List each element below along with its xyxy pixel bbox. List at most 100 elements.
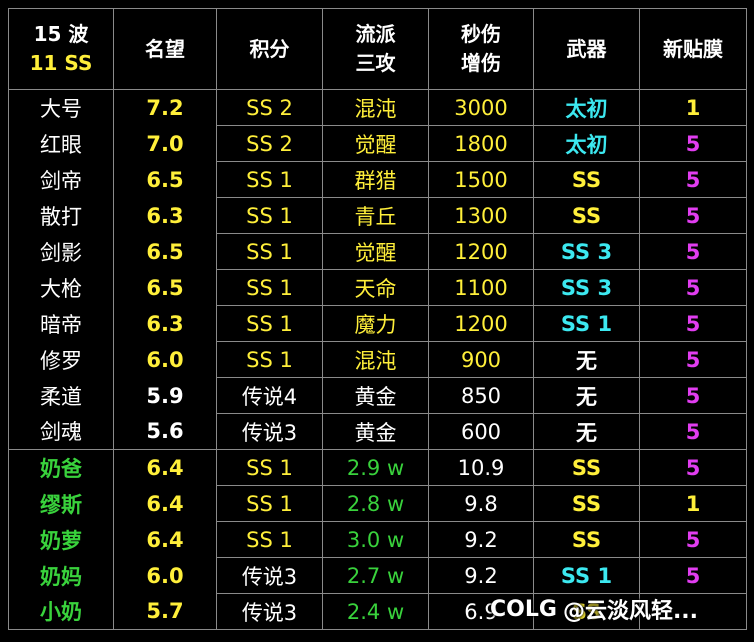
table-row: 柔道 5.9 传说4 黄金 850 无 5 <box>8 377 747 414</box>
ss-count: 11 SS <box>29 51 93 75</box>
score-value: SS 1 <box>216 269 323 306</box>
fame-value: 7.0 <box>113 125 217 162</box>
character-name: 奶爸 <box>8 449 114 486</box>
dps-value: 3000 <box>428 89 534 126</box>
score-value: SS 1 <box>216 449 323 486</box>
dps-value: 850 <box>428 377 534 414</box>
school-value: 2.7 w <box>322 557 429 594</box>
score-value: SS 1 <box>216 233 323 270</box>
character-name: 修罗 <box>8 341 114 378</box>
character-name: 红眼 <box>8 125 114 162</box>
score-value: SS 1 <box>216 521 323 558</box>
fame-value: 6.4 <box>113 485 217 522</box>
school-value: 青丘 <box>322 197 429 234</box>
fame-value: 6.5 <box>113 269 217 306</box>
score-value: 传说4 <box>216 377 323 414</box>
character-name: 剑魂 <box>8 413 114 450</box>
character-name: 柔道 <box>8 377 114 414</box>
school-value: 2.8 w <box>322 485 429 522</box>
film-value: 5 <box>639 197 747 234</box>
ranking-table: 15 波 11 SS 名望 积分 流派 三攻 秒伤 增伤 武器 新贴膜 大号 7.… <box>8 8 747 630</box>
score-value: SS 1 <box>216 197 323 234</box>
weapon-value: 太初 <box>533 125 640 162</box>
table-row: 小奶 5.7 传说3 2.4 w 6.9 SS <box>8 593 747 630</box>
wave-header: 15 波 11 SS <box>8 8 114 90</box>
dps-value: 1500 <box>428 161 534 198</box>
weapon-value: SS <box>533 485 640 522</box>
school-value: 2.9 w <box>322 449 429 486</box>
weapon-value: SS 3 <box>533 233 640 270</box>
film-value: 5 <box>639 341 747 378</box>
film-value: 5 <box>639 269 747 306</box>
school-value: 3.0 w <box>322 521 429 558</box>
school-value: 天命 <box>322 269 429 306</box>
character-name: 缪斯 <box>8 485 114 522</box>
character-name: 大枪 <box>8 269 114 306</box>
school-value: 魔力 <box>322 305 429 342</box>
school-header: 流派 三攻 <box>322 8 429 90</box>
dps-value: 9.8 <box>428 485 534 522</box>
score-value: SS 1 <box>216 305 323 342</box>
dps-value: 6.9 <box>428 593 534 630</box>
table-row: 修罗 6.0 SS 1 混沌 900 无 5 <box>8 341 747 378</box>
dps-value: 9.2 <box>428 557 534 594</box>
weapon-value: SS <box>533 197 640 234</box>
score-value: SS 2 <box>216 89 323 126</box>
table-row: 大号 7.2 SS 2 混沌 3000 太初 1 <box>8 89 747 126</box>
table-row: 奶爸 6.4 SS 1 2.9 w 10.9 SS 5 <box>8 449 747 486</box>
film-value: 5 <box>639 161 747 198</box>
school-value: 2.4 w <box>322 593 429 630</box>
weapon-value: 无 <box>533 377 640 414</box>
table-row: 剑帝 6.5 SS 1 群猎 1500 SS 5 <box>8 161 747 198</box>
dps-value: 900 <box>428 341 534 378</box>
table-row: 缪斯 6.4 SS 1 2.8 w 9.8 SS 1 <box>8 485 747 522</box>
watermark-text: @云淡风轻... <box>562 599 699 624</box>
weapon-value: 无 <box>533 413 640 450</box>
weapon-value: 太初 <box>533 89 640 126</box>
weapon-value: SS 1 <box>533 305 640 342</box>
character-name: 暗帝 <box>8 305 114 342</box>
fame-value: 5.6 <box>113 413 217 450</box>
dps-value: 1200 <box>428 305 534 342</box>
fame-value: 6.4 <box>113 521 217 558</box>
dps-value: 1800 <box>428 125 534 162</box>
score-header: 积分 <box>216 8 323 90</box>
dps-value: 1200 <box>428 233 534 270</box>
fame-value: 6.3 <box>113 197 217 234</box>
score-value: SS 1 <box>216 485 323 522</box>
fame-value: 5.9 <box>113 377 217 414</box>
table-row: 红眼 7.0 SS 2 觉醒 1800 太初 5 <box>8 125 747 162</box>
dps-value: 10.9 <box>428 449 534 486</box>
score-value: 传说3 <box>216 413 323 450</box>
colg-logo: COLG <box>490 596 557 622</box>
fame-value: 6.3 <box>113 305 217 342</box>
school-value: 混沌 <box>322 89 429 126</box>
character-name: 小奶 <box>8 593 114 630</box>
film-value: 5 <box>639 125 747 162</box>
weapon-value: SS 1 <box>533 557 640 594</box>
school-value: 觉醒 <box>322 233 429 270</box>
weapon-value: SS <box>533 161 640 198</box>
character-name: 散打 <box>8 197 114 234</box>
dps-value: 600 <box>428 413 534 450</box>
weapon-header: 武器 <box>533 8 640 90</box>
film-value: 5 <box>639 449 747 486</box>
weapon-value: SS 3 <box>533 269 640 306</box>
score-value: 传说3 <box>216 557 323 594</box>
film-header: 新贴膜 <box>639 8 747 90</box>
table-row: 奶萝 6.4 SS 1 3.0 w 9.2 SS 5 <box>8 521 747 558</box>
character-name: 奶萝 <box>8 521 114 558</box>
watermark: COLG @云淡风轻... <box>490 594 699 625</box>
film-value: 5 <box>639 557 747 594</box>
film-value: 5 <box>639 305 747 342</box>
fame-value: 5.7 <box>113 593 217 630</box>
weapon-value: SS <box>533 593 640 630</box>
film-value: 5 <box>639 413 747 450</box>
score-value: SS 2 <box>216 125 323 162</box>
film-value: 1 <box>639 89 747 126</box>
dps-value: 9.2 <box>428 521 534 558</box>
film-value: 1 <box>639 485 747 522</box>
table-body: 大号 7.2 SS 2 混沌 3000 太初 1 红眼 7.0 SS 2 觉醒 1800 太初 5 剑帝 6.… <box>8 89 747 630</box>
